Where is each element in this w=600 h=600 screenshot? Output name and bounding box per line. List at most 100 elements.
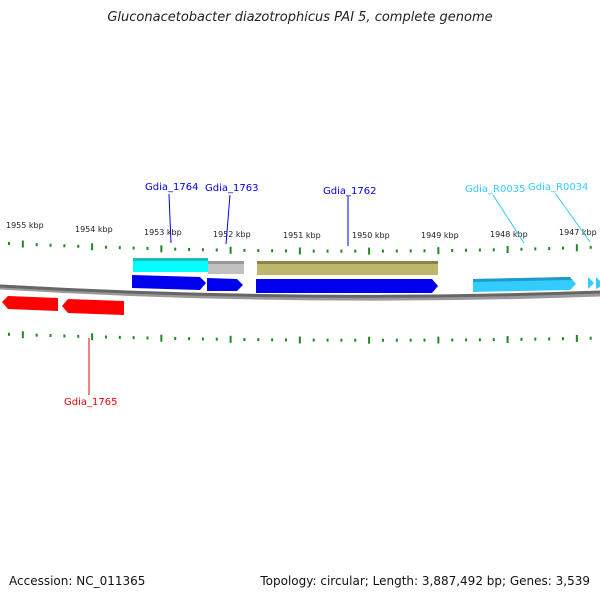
scale-tick (368, 247, 371, 255)
map-title: Gluconacetobacter diazotrophicus PAI 5, … (107, 10, 493, 25)
scale-tick (91, 243, 94, 251)
gene-label[interactable]: Gdia_1765 (64, 397, 117, 408)
scale-tick (21, 240, 24, 248)
scale-label: 1949 kbp (421, 231, 459, 240)
scale-tick (395, 338, 398, 342)
backbone (0, 284, 600, 298)
scale-tick (63, 244, 66, 248)
scale-tick (243, 248, 246, 252)
scale-tick (77, 334, 80, 338)
scale-tick (257, 249, 260, 253)
scale-tick (534, 337, 537, 341)
scale-tick (8, 332, 10, 336)
scale-tick (506, 335, 509, 343)
gene-feature-1762 (257, 261, 438, 275)
scale-tick (257, 338, 260, 342)
gene-label[interactable]: Gdia_1762 (323, 186, 376, 197)
scale-tick (160, 334, 163, 342)
scale-tick (229, 335, 232, 343)
gene-label[interactable]: Gdia_1764 (145, 182, 198, 193)
cds-arrow-1763 (207, 278, 243, 291)
scale-tick (340, 249, 343, 253)
scale-tick (465, 248, 468, 252)
scale-tick (188, 247, 191, 251)
scale-tick (409, 338, 412, 342)
scale-tick (354, 249, 357, 253)
scale-tick (174, 247, 177, 251)
scale-tick (575, 244, 578, 252)
scale-tick (35, 333, 38, 337)
scale-tick (312, 249, 315, 253)
scale-tick (506, 246, 509, 254)
scale-tick (229, 246, 232, 254)
cds-arrow-1762 (256, 279, 438, 293)
scale-label: 1950 kbp (352, 231, 390, 240)
scale-tick (118, 335, 121, 339)
scale-label: 1947 kbp (559, 228, 597, 237)
scale-tick (174, 336, 177, 340)
scale-tick (77, 244, 80, 248)
scale-tick (381, 338, 384, 342)
cds-arrow-1764 (132, 275, 206, 290)
scale-tick (312, 338, 315, 342)
scale-tick (451, 248, 454, 252)
scale-tick (562, 246, 564, 250)
scale-tick (326, 249, 329, 253)
cds-arrow-left (2, 296, 58, 311)
scale-tick (548, 247, 551, 251)
scale-tick (201, 248, 204, 252)
scale-ticks (8, 240, 592, 344)
genome-summary: Topology: circular; Length: 3,887,492 bp… (260, 574, 590, 588)
scale-tick (534, 247, 537, 251)
scale-tick (132, 336, 135, 340)
scale-tick (492, 248, 495, 252)
gene-feature-1763 (208, 261, 244, 274)
scale-tick (146, 246, 149, 250)
scale-tick (381, 249, 384, 253)
scale-tick (298, 336, 301, 344)
scale-tick (465, 338, 468, 342)
scale-tick (8, 241, 10, 245)
scale-tick (437, 247, 440, 255)
scale-tick (520, 247, 523, 251)
scale-tick (340, 338, 343, 342)
accession: Accession: NC_011365 (9, 574, 146, 588)
scale-tick (132, 246, 135, 250)
scale-tick (49, 334, 52, 338)
scale-tick (49, 243, 52, 247)
scale-tick (589, 245, 592, 249)
scale-tick (478, 248, 481, 252)
scale-tick (423, 338, 426, 342)
gene-label[interactable]: Gdia_R0035 (465, 184, 525, 195)
cds-arrow-1765 (62, 299, 124, 315)
scale-tick (395, 249, 398, 253)
scale-tick (575, 334, 578, 342)
scale-tick (589, 336, 592, 340)
scale-tick (118, 246, 121, 250)
scale-tick (437, 336, 440, 344)
scale-tick (271, 249, 274, 253)
scale-tick (298, 247, 301, 255)
rna-arrow-R0034 (588, 277, 594, 289)
scale-tick (215, 248, 218, 252)
scale-tick (451, 338, 454, 342)
scale-tick (104, 335, 107, 339)
scale-tick (409, 249, 412, 253)
scale-tick (104, 245, 107, 249)
gene-label[interactable]: Gdia_1763 (205, 183, 258, 194)
scale-tick (520, 337, 523, 341)
scale-label: 1954 kbp (75, 225, 113, 234)
scale-tick (368, 336, 371, 344)
scale-label: 1948 kbp (490, 230, 528, 239)
scale-tick (354, 338, 357, 342)
scale-tick (423, 249, 426, 253)
scale-tick (548, 337, 551, 341)
scale-tick (63, 334, 66, 338)
scale-tick (146, 336, 149, 340)
gene-label[interactable]: Gdia_R0034 (528, 182, 588, 193)
scale-tick (562, 337, 564, 341)
scale-label: 1955 kbp (6, 221, 44, 230)
scale-tick (188, 337, 191, 341)
scale-tick (21, 331, 24, 339)
